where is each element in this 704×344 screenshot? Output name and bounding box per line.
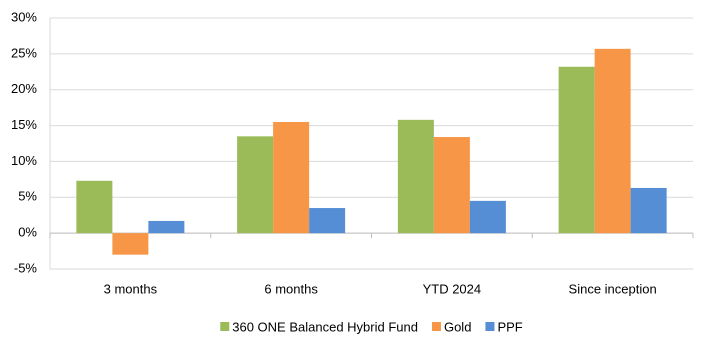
bar: [594, 48, 631, 234]
y-tick-label: 30%: [11, 9, 37, 24]
legend-label: Gold: [444, 319, 471, 334]
legend-label: PPF: [497, 319, 522, 334]
bar: [433, 137, 470, 234]
bar: [309, 208, 346, 234]
bar: [76, 180, 113, 234]
bar: [273, 121, 310, 234]
x-tick-label: YTD 2024: [423, 281, 482, 296]
bar: [397, 119, 434, 234]
y-tick-label: 20%: [11, 81, 37, 96]
x-tick-label: Since inception: [569, 281, 657, 296]
bar: [469, 200, 506, 234]
legend-label: 360 ONE Balanced Hybrid Fund: [232, 319, 418, 334]
legend-swatch: [485, 322, 495, 331]
y-tick-label: 25%: [11, 45, 37, 60]
bar: [148, 220, 185, 234]
bar: [112, 233, 149, 255]
y-tick-label: 0%: [18, 225, 37, 240]
y-tick-label: -5%: [14, 260, 38, 275]
bar: [558, 66, 595, 234]
legend-swatch: [220, 322, 230, 331]
x-tick-label: 3 months: [104, 281, 158, 296]
legend-swatch: [431, 322, 441, 331]
bar: [630, 187, 667, 234]
y-tick-label: 15%: [11, 117, 37, 132]
bar: [237, 136, 274, 234]
y-tick-label: 5%: [18, 189, 37, 204]
y-tick-label: 10%: [11, 153, 37, 168]
x-tick-label: 6 months: [264, 281, 318, 296]
